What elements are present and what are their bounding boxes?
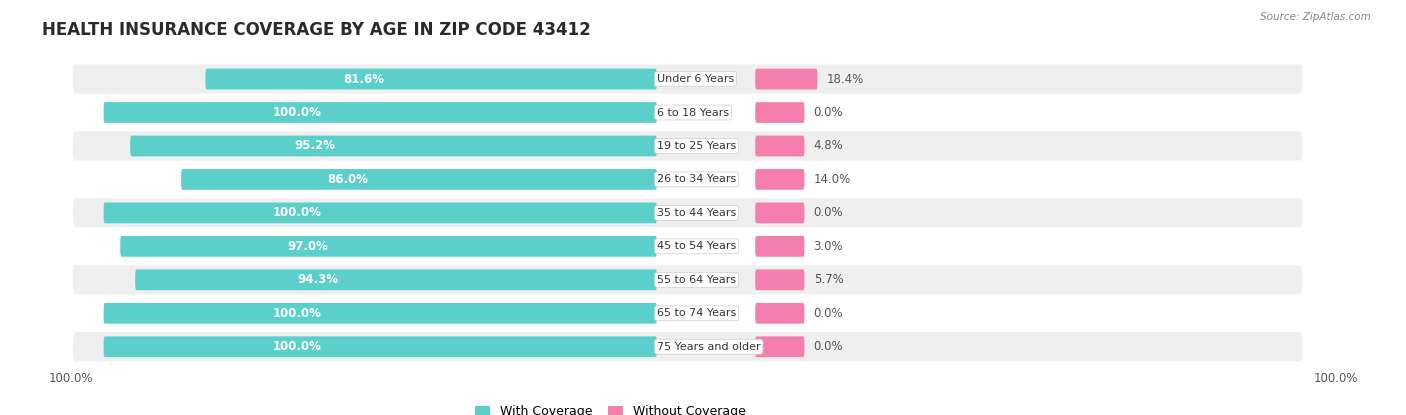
- Text: 100.0%: 100.0%: [273, 206, 322, 220]
- FancyBboxPatch shape: [755, 136, 804, 156]
- Text: 75 Years and older: 75 Years and older: [657, 342, 761, 352]
- Text: 6 to 18 Years: 6 to 18 Years: [657, 107, 730, 117]
- FancyBboxPatch shape: [73, 132, 1302, 161]
- FancyBboxPatch shape: [755, 303, 804, 324]
- Text: 100.0%: 100.0%: [1313, 372, 1358, 385]
- FancyBboxPatch shape: [73, 232, 1302, 261]
- FancyBboxPatch shape: [755, 337, 804, 357]
- Text: 35 to 44 Years: 35 to 44 Years: [657, 208, 737, 218]
- Text: 95.2%: 95.2%: [294, 139, 335, 152]
- Legend: With Coverage, Without Coverage: With Coverage, Without Coverage: [475, 405, 745, 415]
- FancyBboxPatch shape: [755, 68, 817, 89]
- FancyBboxPatch shape: [73, 98, 1302, 127]
- Text: 0.0%: 0.0%: [814, 340, 844, 353]
- FancyBboxPatch shape: [755, 203, 804, 223]
- Text: 100.0%: 100.0%: [48, 372, 93, 385]
- FancyBboxPatch shape: [131, 136, 657, 156]
- Text: 65 to 74 Years: 65 to 74 Years: [657, 308, 737, 318]
- Text: 0.0%: 0.0%: [814, 106, 844, 119]
- Text: 97.0%: 97.0%: [288, 240, 329, 253]
- FancyBboxPatch shape: [73, 198, 1302, 227]
- Text: 81.6%: 81.6%: [343, 73, 384, 85]
- Text: 0.0%: 0.0%: [814, 307, 844, 320]
- Text: 100.0%: 100.0%: [273, 106, 322, 119]
- Text: 100.0%: 100.0%: [273, 307, 322, 320]
- FancyBboxPatch shape: [121, 236, 657, 257]
- FancyBboxPatch shape: [104, 303, 657, 324]
- Text: Source: ZipAtlas.com: Source: ZipAtlas.com: [1260, 12, 1371, 22]
- FancyBboxPatch shape: [73, 265, 1302, 294]
- Text: 19 to 25 Years: 19 to 25 Years: [657, 141, 737, 151]
- FancyBboxPatch shape: [205, 68, 657, 89]
- Text: 94.3%: 94.3%: [297, 273, 339, 286]
- Text: 5.7%: 5.7%: [814, 273, 844, 286]
- FancyBboxPatch shape: [755, 269, 804, 290]
- Text: 26 to 34 Years: 26 to 34 Years: [657, 174, 737, 184]
- FancyBboxPatch shape: [181, 169, 657, 190]
- FancyBboxPatch shape: [135, 269, 657, 290]
- Text: 100.0%: 100.0%: [273, 340, 322, 353]
- FancyBboxPatch shape: [755, 102, 804, 123]
- FancyBboxPatch shape: [73, 299, 1302, 328]
- FancyBboxPatch shape: [104, 337, 657, 357]
- Text: 55 to 64 Years: 55 to 64 Years: [657, 275, 735, 285]
- Text: 18.4%: 18.4%: [827, 73, 863, 85]
- FancyBboxPatch shape: [755, 169, 804, 190]
- Text: 0.0%: 0.0%: [814, 206, 844, 220]
- FancyBboxPatch shape: [104, 203, 657, 223]
- Text: Under 6 Years: Under 6 Years: [657, 74, 734, 84]
- FancyBboxPatch shape: [104, 102, 657, 123]
- Text: HEALTH INSURANCE COVERAGE BY AGE IN ZIP CODE 43412: HEALTH INSURANCE COVERAGE BY AGE IN ZIP …: [42, 21, 591, 39]
- FancyBboxPatch shape: [73, 332, 1302, 361]
- FancyBboxPatch shape: [73, 64, 1302, 94]
- Text: 4.8%: 4.8%: [814, 139, 844, 152]
- FancyBboxPatch shape: [755, 236, 804, 257]
- Text: 45 to 54 Years: 45 to 54 Years: [657, 242, 737, 251]
- Text: 3.0%: 3.0%: [814, 240, 844, 253]
- Text: 14.0%: 14.0%: [814, 173, 851, 186]
- Text: 86.0%: 86.0%: [328, 173, 368, 186]
- FancyBboxPatch shape: [73, 165, 1302, 194]
